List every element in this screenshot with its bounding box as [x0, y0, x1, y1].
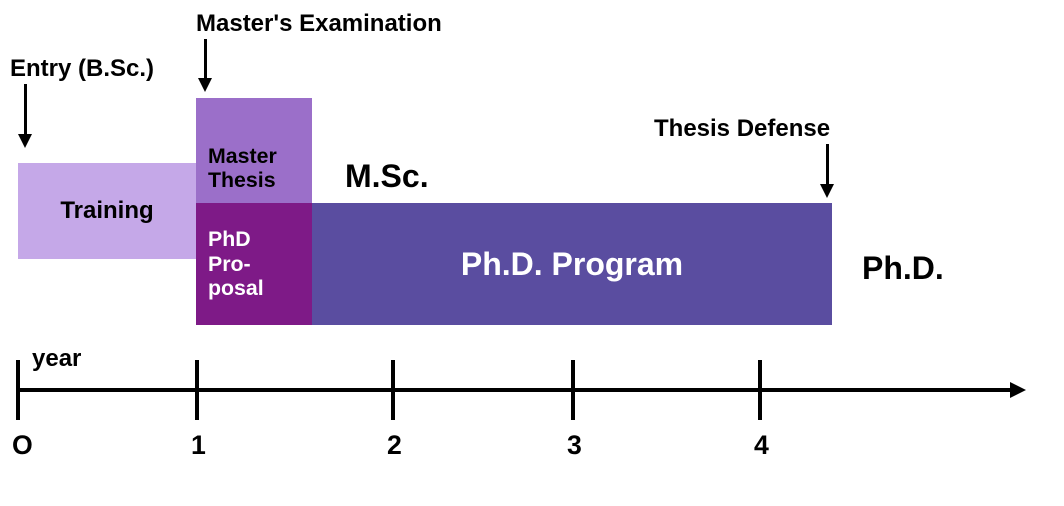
arrow-down-icon	[24, 84, 27, 136]
block-phd-proposal: PhD Pro- posal	[196, 203, 312, 325]
axis-tick-label: 3	[567, 430, 582, 461]
block-phd-proposal-label: PhD Pro- posal	[208, 227, 298, 301]
block-training-label: Training	[60, 197, 153, 225]
block-phd-program-label: Ph.D. Program	[461, 246, 683, 283]
axis-label-year: year	[32, 345, 81, 373]
arrow-down-icon	[204, 39, 207, 80]
arrowhead-down-icon	[18, 134, 32, 148]
axis-tick	[16, 360, 20, 420]
axis-tick	[195, 360, 199, 420]
axis-tick-label: 4	[754, 430, 769, 461]
axis-tick-label: O	[12, 430, 33, 461]
axis-tick-label: 1	[191, 430, 206, 461]
block-phd-program: Ph.D. Program	[312, 203, 832, 325]
milestone-masters-exam-label: Master's Examination	[196, 10, 442, 38]
axis-tick	[571, 360, 575, 420]
milestone-thesis-defense-label: Thesis Defense	[654, 115, 830, 143]
axis-tick	[758, 360, 762, 420]
arrowhead-right-icon	[1010, 382, 1026, 398]
arrow-down-icon	[826, 144, 829, 186]
degree-label-phd: Ph.D.	[862, 250, 944, 287]
block-training: Training	[18, 163, 196, 259]
axis-tick	[391, 360, 395, 420]
block-master-thesis-label: Master Thesis	[208, 144, 298, 193]
milestone-entry-label: Entry (B.Sc.)	[10, 55, 154, 83]
degree-label-msc: M.Sc.	[345, 158, 429, 195]
block-master-thesis: Master Thesis	[196, 98, 312, 203]
axis-tick-label: 2	[387, 430, 402, 461]
timeline-diagram: Training Master Thesis PhD Pro- posal Ph…	[0, 0, 1064, 506]
axis-line	[18, 388, 1010, 392]
arrowhead-down-icon	[820, 184, 834, 198]
arrowhead-down-icon	[198, 78, 212, 92]
